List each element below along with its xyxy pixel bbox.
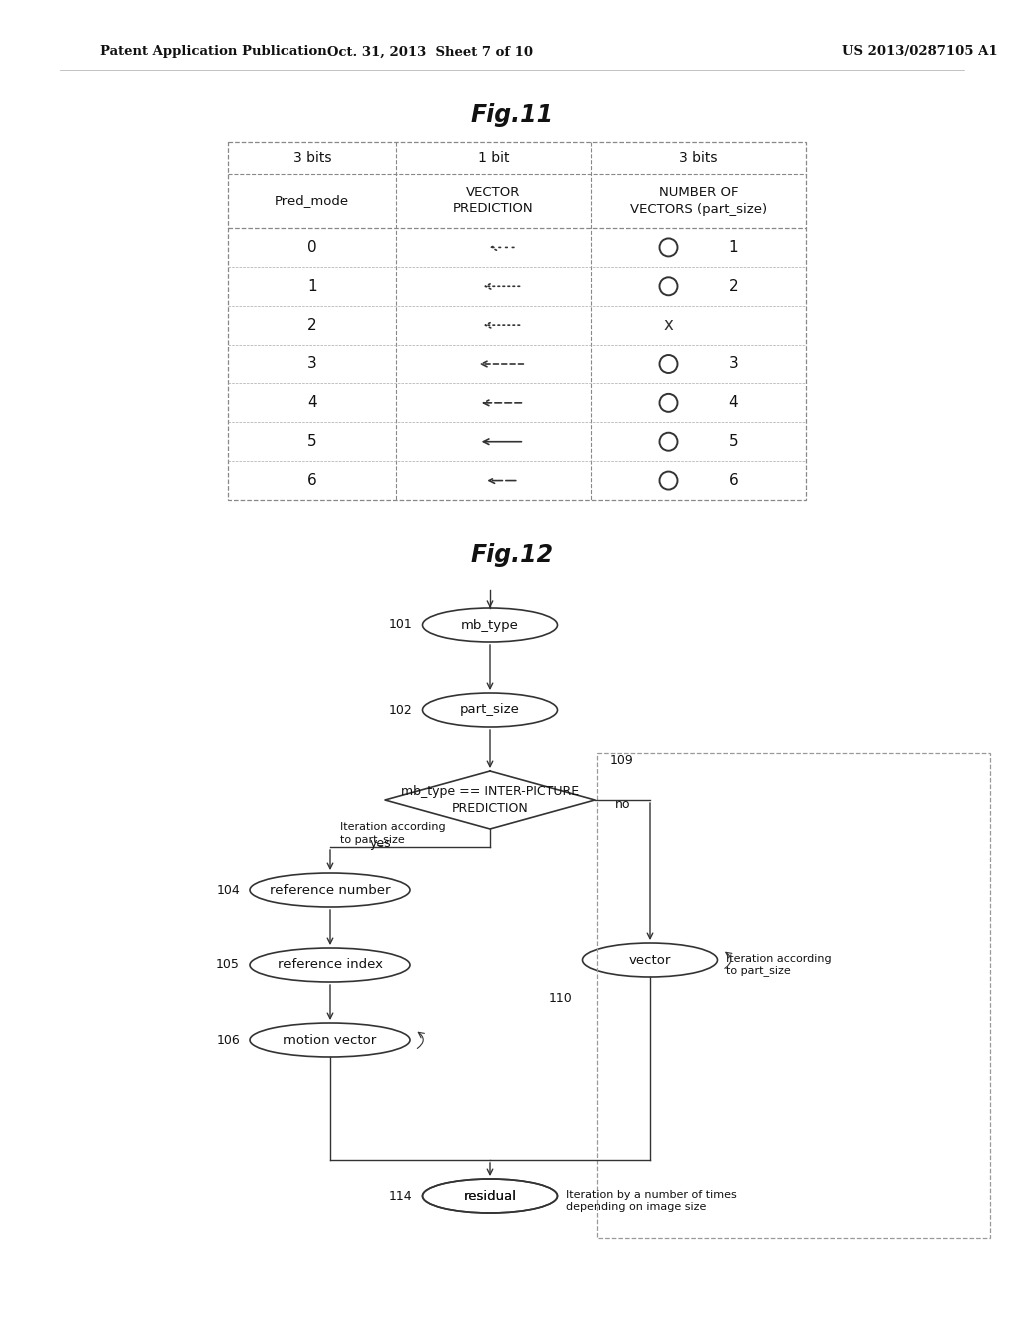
Text: 1 bit: 1 bit (478, 150, 509, 165)
Text: 2: 2 (729, 279, 738, 294)
Text: 2: 2 (307, 318, 316, 333)
Text: reference number: reference number (269, 883, 390, 896)
Text: 102: 102 (389, 704, 413, 717)
Text: VECTOR
PREDICTION: VECTOR PREDICTION (454, 186, 534, 215)
Text: residual: residual (464, 1189, 516, 1203)
Text: yes: yes (370, 837, 391, 850)
Text: Pred_mode: Pred_mode (274, 194, 349, 207)
Text: 1: 1 (307, 279, 316, 294)
Text: 101: 101 (389, 619, 413, 631)
Text: 4: 4 (307, 396, 316, 411)
Text: part_size: part_size (460, 704, 520, 717)
Text: residual: residual (464, 1189, 516, 1203)
Bar (597, 752, 990, 1238)
Text: 110: 110 (549, 993, 572, 1006)
Text: mb_type == INTER-PICTURE
PREDICTION: mb_type == INTER-PICTURE PREDICTION (401, 785, 579, 814)
Text: Patent Application Publication: Patent Application Publication (100, 45, 327, 58)
Text: reference index: reference index (278, 958, 383, 972)
Text: US 2013/0287105 A1: US 2013/0287105 A1 (842, 45, 997, 58)
Text: 106: 106 (216, 1034, 240, 1047)
Text: 109: 109 (610, 755, 634, 767)
Text: Oct. 31, 2013  Sheet 7 of 10: Oct. 31, 2013 Sheet 7 of 10 (327, 45, 534, 58)
Text: vector: vector (629, 953, 671, 966)
Text: mb_type: mb_type (461, 619, 519, 631)
Text: 104: 104 (216, 883, 240, 896)
Text: 3: 3 (307, 356, 316, 371)
Text: 105: 105 (216, 958, 240, 972)
Text: 6: 6 (307, 473, 316, 488)
Text: 3: 3 (729, 356, 738, 371)
Text: Fig.12: Fig.12 (470, 543, 554, 568)
Text: motion vector: motion vector (284, 1034, 377, 1047)
Text: 5: 5 (729, 434, 738, 449)
Text: Iteration according
to part_size: Iteration according to part_size (340, 822, 445, 845)
Text: 5: 5 (307, 434, 316, 449)
Text: no: no (615, 799, 631, 812)
Text: 4: 4 (729, 396, 738, 411)
Text: 0: 0 (307, 240, 316, 255)
Text: 114: 114 (389, 1189, 413, 1203)
Bar (228, 143, 806, 500)
Text: Iteration by a number of times
depending on image size: Iteration by a number of times depending… (565, 1191, 736, 1212)
Text: NUMBER OF
VECTORS (part_size): NUMBER OF VECTORS (part_size) (630, 186, 767, 215)
Text: x: x (664, 317, 674, 334)
Text: 6: 6 (729, 473, 738, 488)
Text: 3 bits: 3 bits (293, 150, 331, 165)
Text: 1: 1 (729, 240, 738, 255)
Text: Fig.11: Fig.11 (470, 103, 554, 127)
Text: 3 bits: 3 bits (679, 150, 718, 165)
Text: Iteration according
to part_size: Iteration according to part_size (725, 954, 831, 977)
